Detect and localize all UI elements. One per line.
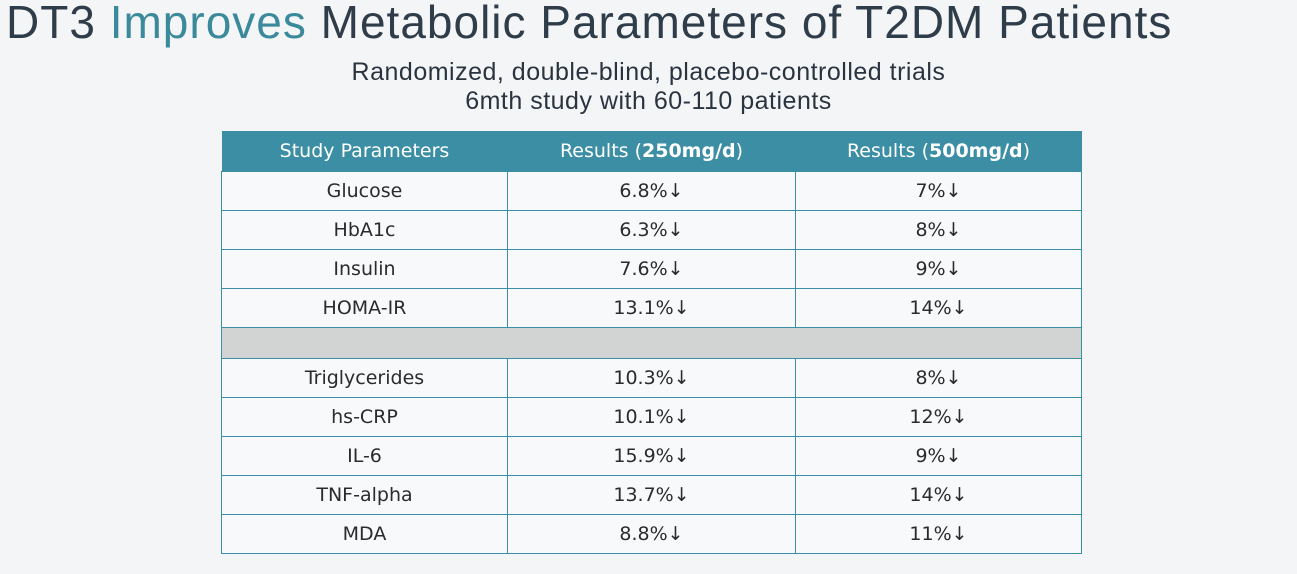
result-500-cell: 11%↓ xyxy=(795,514,1082,554)
header-250-dose: 250mg/d xyxy=(642,140,736,162)
table-row: Insulin 7.6%↓ 9%↓ xyxy=(221,249,1082,289)
header-results-500: Results (500mg/d) xyxy=(795,131,1082,172)
title-accent: Improves xyxy=(109,0,307,48)
result-500-cell: 9%↓ xyxy=(795,436,1082,476)
study-parameters-table: Study Parameters Results (250mg/d) Resul… xyxy=(221,131,1082,554)
param-cell: HOMA-IR xyxy=(221,288,508,328)
result-500-cell: 12%↓ xyxy=(795,397,1082,437)
param-cell: Glucose xyxy=(221,171,508,211)
result-250-cell: 10.1%↓ xyxy=(507,397,796,437)
param-cell: HbA1c xyxy=(221,210,508,250)
table-row: Glucose 6.8%↓ 7%↓ xyxy=(221,171,1082,211)
table-row: HbA1c 6.3%↓ 8%↓ xyxy=(221,210,1082,250)
header-results-250: Results (250mg/d) xyxy=(507,131,796,172)
separator-cell xyxy=(221,327,1082,359)
result-250-cell: 15.9%↓ xyxy=(507,436,796,476)
param-cell: TNF-alpha xyxy=(221,475,508,515)
table-row: HOMA-IR 13.1%↓ 14%↓ xyxy=(221,288,1082,328)
header-500-dose: 500mg/d xyxy=(929,140,1023,162)
param-cell: IL-6 xyxy=(221,436,508,476)
title-part1: DT3 xyxy=(6,0,110,48)
page-title: DT3 Improves Metabolic Parameters of T2D… xyxy=(6,0,1172,50)
param-cell: hs-CRP xyxy=(221,397,508,437)
header-500-prefix: Results ( xyxy=(846,140,930,162)
title-part2: Metabolic Parameters of T2DM Patients xyxy=(306,0,1173,48)
result-250-cell: 6.3%↓ xyxy=(507,210,796,250)
result-250-cell: 6.8%↓ xyxy=(507,171,796,211)
table-row: IL-6 15.9%↓ 9%↓ xyxy=(221,436,1082,476)
table-header-row: Study Parameters Results (250mg/d) Resul… xyxy=(221,131,1082,172)
table-row: MDA 8.8%↓ 11%↓ xyxy=(221,514,1082,554)
result-250-cell: 10.3%↓ xyxy=(507,358,796,398)
table-row: TNF-alpha 13.7%↓ 14%↓ xyxy=(221,475,1082,515)
result-500-cell: 14%↓ xyxy=(795,475,1082,515)
result-500-cell: 7%↓ xyxy=(795,171,1082,211)
header-study-parameters: Study Parameters xyxy=(221,131,508,172)
result-500-cell: 14%↓ xyxy=(795,288,1082,328)
header-500-suffix: ) xyxy=(1022,140,1031,162)
result-250-cell: 7.6%↓ xyxy=(507,249,796,289)
param-cell: Triglycerides xyxy=(221,358,508,398)
subtitle-line1: Randomized, double-blind, placebo-contro… xyxy=(351,58,946,86)
table-row: hs-CRP 10.1%↓ 12%↓ xyxy=(221,397,1082,437)
separator-row xyxy=(221,327,1082,359)
subtitle-line2: 6mth study with 60-110 patients xyxy=(465,87,832,115)
result-250-cell: 13.7%↓ xyxy=(507,475,796,515)
param-cell: Insulin xyxy=(221,249,508,289)
result-250-cell: 8.8%↓ xyxy=(507,514,796,554)
header-250-suffix: ) xyxy=(735,140,744,162)
result-250-cell: 13.1%↓ xyxy=(507,288,796,328)
param-cell: MDA xyxy=(221,514,508,554)
result-500-cell: 8%↓ xyxy=(795,210,1082,250)
result-500-cell: 9%↓ xyxy=(795,249,1082,289)
result-500-cell: 8%↓ xyxy=(795,358,1082,398)
table-row: Triglycerides 10.3%↓ 8%↓ xyxy=(221,358,1082,398)
header-250-prefix: Results ( xyxy=(559,140,643,162)
